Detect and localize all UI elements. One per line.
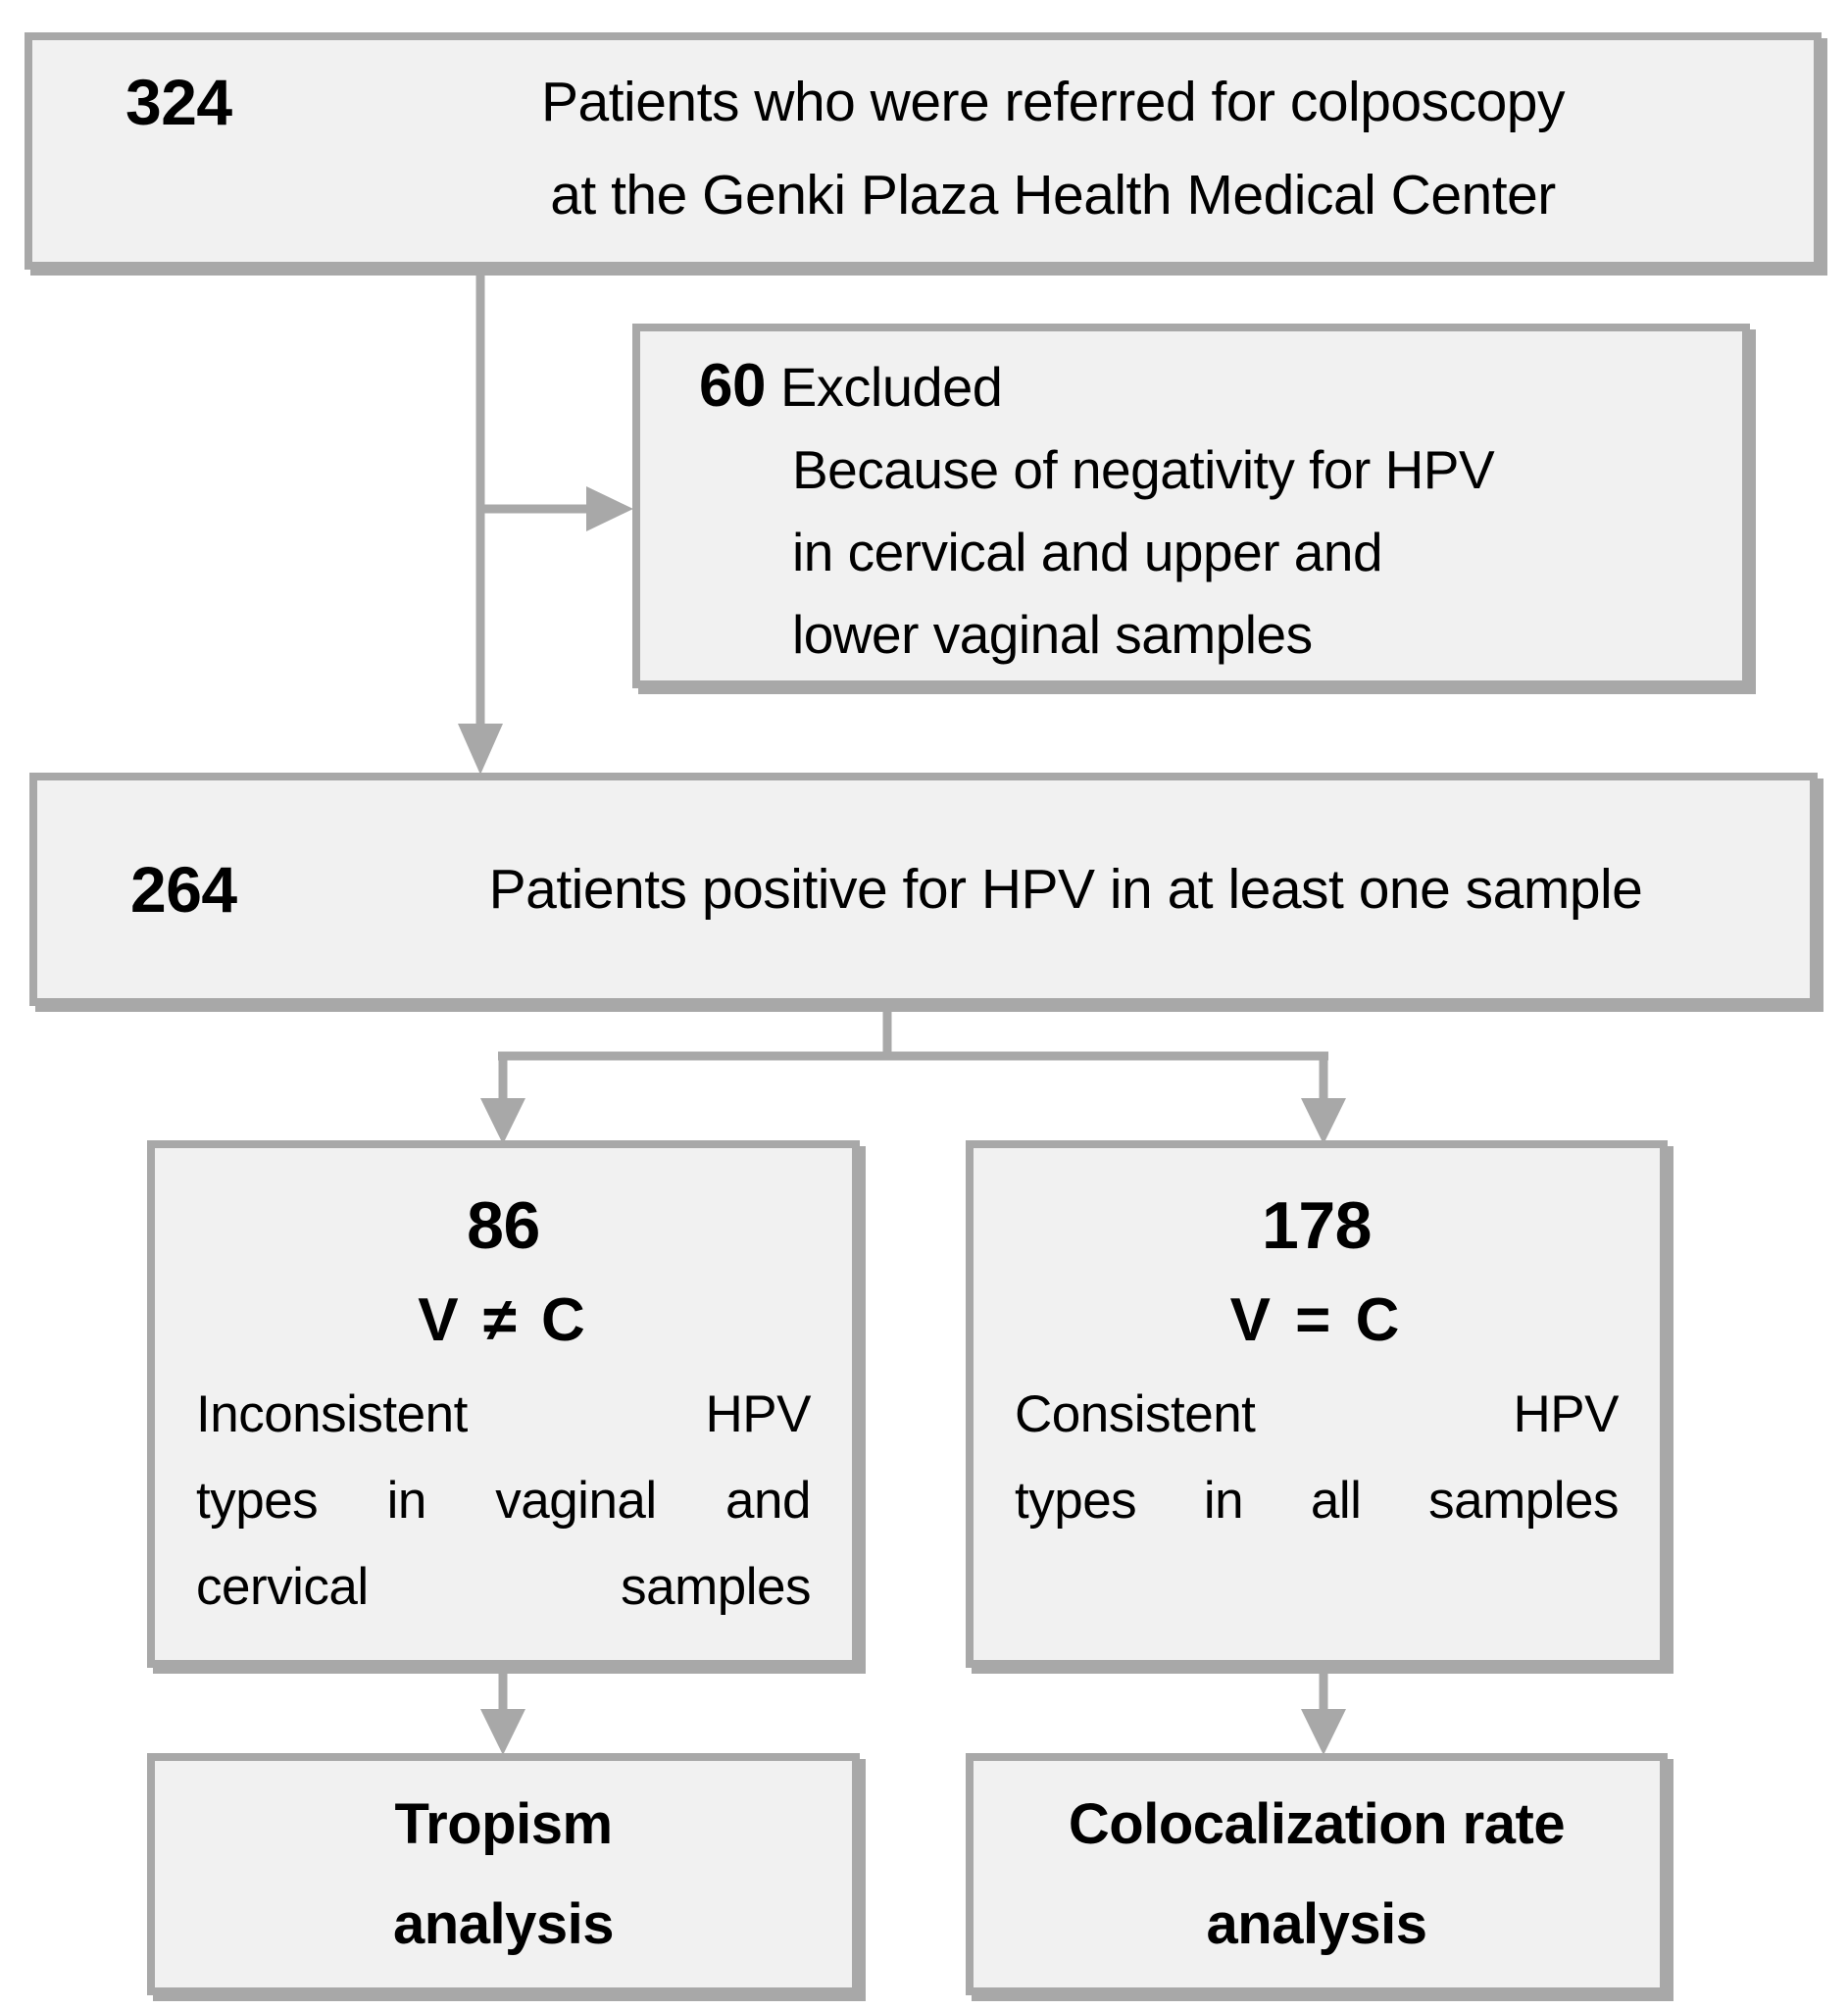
referred-count: 324: [125, 66, 232, 138]
inconsistent-description: Inconsistent HPV types in vaginal and ce…: [196, 1372, 812, 1631]
positive-text: Patients positive for HPV in at least on…: [488, 858, 1643, 921]
arrowhead-to-inconsistent: [480, 1098, 525, 1144]
box-excluded-patients: 60 Excluded Because of negativity for HP…: [632, 324, 1750, 688]
box-tropism-analysis: Tropism analysis: [147, 1753, 860, 1995]
tropism-line-2: analysis: [393, 1891, 614, 1956]
referred-line-2: at the Genki Plaza Health Medical Center: [550, 164, 1556, 226]
inconsistent-line-3: cervical samples: [196, 1558, 812, 1616]
arrowhead-to-tropism: [480, 1709, 525, 1755]
consistent-line-1: Consistent HPV: [1015, 1385, 1620, 1443]
excluded-reason: Because of negativity for HPV in cervica…: [792, 428, 1713, 676]
inconsistent-count: 86: [467, 1188, 540, 1263]
excluded-line-2: in cervical and upper and: [792, 522, 1383, 582]
colocalization-line-2: analysis: [1206, 1891, 1427, 1956]
excluded-line-3: lower vaginal samples: [792, 604, 1313, 665]
consistent-line-2: types in all samples: [1015, 1472, 1620, 1530]
inconsistent-relation: V ≠ C: [418, 1286, 589, 1354]
box-referred-patients: 324 Patients who were referred for colpo…: [25, 32, 1822, 270]
box-colocalization-analysis: Colocalization rate analysis: [966, 1753, 1668, 1995]
referred-line-1: Patients who were referred for colposcop…: [540, 71, 1566, 133]
box-hpv-positive: 264 Patients positive for HPV in at leas…: [29, 773, 1818, 1006]
consistent-description: Consistent HPV types in all samples: [1015, 1372, 1620, 1544]
excluded-label: Excluded: [780, 356, 1003, 418]
inconsistent-line-2: types in vaginal and: [196, 1472, 812, 1530]
arrowhead-to-excluded: [586, 486, 633, 531]
colocalization-line-1: Colocalization rate: [1068, 1791, 1566, 1856]
consistent-relation: V = C: [1229, 1286, 1404, 1354]
arrowhead-to-colocalization: [1301, 1709, 1346, 1755]
arrowhead-to-consistent: [1301, 1098, 1346, 1144]
inconsistent-line-1: Inconsistent HPV: [196, 1385, 812, 1443]
arrowhead-to-positive: [458, 724, 503, 775]
tropism-line-1: Tropism: [394, 1791, 613, 1856]
box-consistent-types: 178 V = C Consistent HPV types in all sa…: [966, 1140, 1668, 1668]
excluded-line-1: Because of negativity for HPV: [792, 439, 1495, 500]
box-inconsistent-types: 86 V ≠ C Inconsistent HPV types in vagin…: [147, 1140, 860, 1668]
excluded-count: 60: [699, 352, 766, 420]
consistent-count: 178: [1262, 1188, 1372, 1263]
referred-text: Patients who were referred for colposcop…: [346, 56, 1760, 242]
excluded-headline: 60 Excluded: [699, 345, 1713, 428]
positive-count: 264: [130, 853, 237, 926]
